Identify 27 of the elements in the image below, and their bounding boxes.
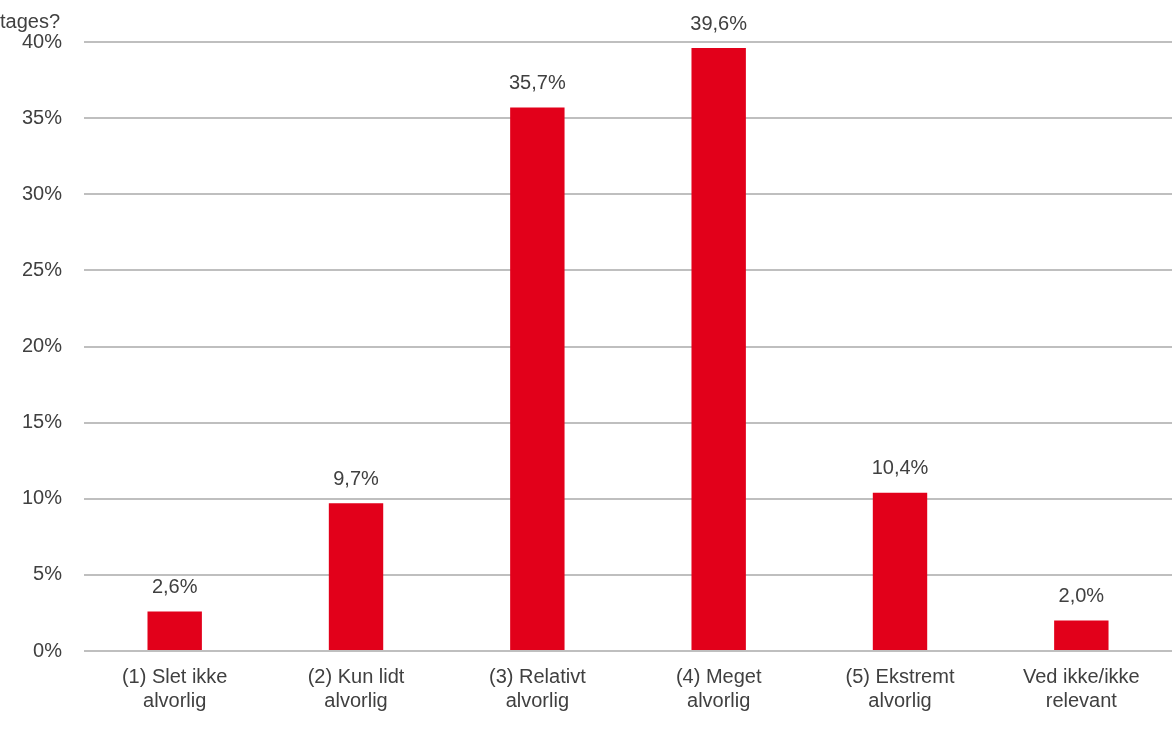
x-tick-label: (3) Relativt alvorlig bbox=[489, 664, 587, 711]
y-tick-label: 15% bbox=[22, 410, 63, 433]
x-tick-label: (5) Ekstremt alvorlig bbox=[845, 664, 955, 711]
chart-title: tages? bbox=[0, 9, 61, 32]
data-label: 10,4% bbox=[871, 456, 929, 479]
y-tick-label: 35% bbox=[22, 105, 63, 128]
bar bbox=[1054, 620, 1109, 650]
y-tick-label: 25% bbox=[22, 257, 63, 280]
y-tick-label: 5% bbox=[33, 562, 63, 585]
y-tick-label: 0% bbox=[33, 638, 63, 661]
data-label: 2,6% bbox=[151, 574, 198, 597]
x-tick-label: (2) Kun lidt alvorlig bbox=[307, 664, 405, 711]
bar bbox=[147, 611, 202, 650]
data-label: 39,6% bbox=[690, 11, 748, 34]
y-tick-label: 10% bbox=[22, 486, 63, 509]
data-label: 9,7% bbox=[333, 466, 380, 489]
bar bbox=[328, 503, 384, 650]
x-tick-label: (1) Slet ikke alvorlig bbox=[121, 664, 228, 711]
bar bbox=[510, 107, 565, 650]
bar bbox=[872, 492, 928, 650]
y-tick-label: 30% bbox=[22, 181, 63, 204]
data-label: 35,7% bbox=[508, 70, 566, 93]
data-label: 2,0% bbox=[1058, 584, 1105, 607]
x-tick-label: (4) Meget alvorlig bbox=[675, 664, 762, 711]
bar bbox=[691, 48, 746, 650]
y-tick-label: 20% bbox=[22, 334, 63, 357]
x-tick-label: Ved ikke/ikke relevant bbox=[1022, 664, 1140, 711]
